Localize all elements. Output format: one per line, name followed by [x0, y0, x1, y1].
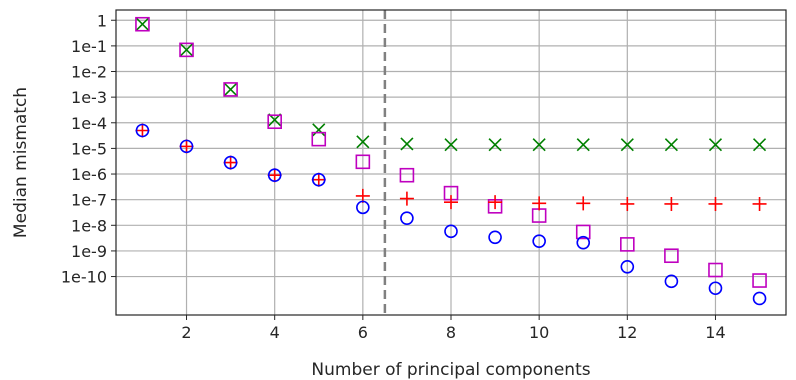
circle-marker — [576, 235, 591, 250]
plus-marker — [488, 195, 503, 210]
x-tick-label: 12 — [617, 323, 637, 342]
y-ticks: 1 1e-1 1e-2 1e-3 1e-4 1e-5 1e-6 1e-7 1e-8 1e-9 1e-… — [61, 11, 116, 287]
square-marker — [620, 237, 635, 252]
plus-marker — [664, 196, 679, 211]
x-marker — [356, 135, 370, 149]
y-tick-label: 1e-1 — [71, 37, 107, 56]
plus-marker — [532, 196, 547, 211]
plus-marker — [708, 196, 723, 211]
x-marker — [444, 138, 458, 152]
square-marker — [399, 167, 415, 183]
plus-marker — [135, 123, 150, 138]
circle-marker — [311, 172, 326, 187]
x-tick-label: 6 — [358, 323, 368, 342]
y-tick-label: 1e-4 — [71, 114, 107, 133]
square-marker — [311, 131, 327, 147]
y-tick-label: 1e-10 — [61, 268, 107, 287]
x-marker — [576, 138, 590, 152]
circle-marker — [267, 168, 282, 183]
circle-marker — [444, 224, 458, 239]
x-marker — [752, 138, 767, 152]
square-marker — [752, 273, 767, 288]
y-axis-label: Median mismatch — [11, 87, 31, 238]
x-tick-label: 2 — [181, 323, 191, 342]
y-tick-label: 1e-7 — [71, 191, 107, 210]
square-marker — [135, 16, 150, 32]
plus-marker — [752, 196, 767, 211]
circle-marker — [752, 291, 767, 306]
x-marker — [620, 138, 634, 152]
x-tick-label: 14 — [705, 323, 725, 342]
y-tick-label: 1e-3 — [71, 88, 107, 107]
data-marks — [135, 16, 767, 306]
plus-marker — [267, 168, 282, 183]
x-tick-label: 4 — [270, 323, 280, 342]
grid — [116, 10, 786, 315]
circle-marker — [532, 234, 546, 248]
square-marker — [708, 262, 723, 278]
x-marker — [708, 138, 723, 152]
y-tick-label: 1e-5 — [71, 139, 107, 158]
plus-marker — [223, 155, 238, 170]
x-ticks: 2 4 6 8 10 12 14 — [181, 315, 726, 342]
circle-marker — [223, 155, 238, 170]
circle-marker — [135, 123, 150, 138]
plus-marker — [576, 196, 591, 211]
circle-marker — [664, 274, 679, 289]
square-marker — [575, 224, 591, 240]
square-marker — [179, 42, 194, 58]
y-tick-label: 1 — [97, 11, 107, 30]
circle-marker — [708, 281, 723, 296]
x-marker — [312, 123, 326, 137]
circle-marker — [488, 230, 502, 245]
circle-marker — [179, 139, 194, 154]
y-tick-label: 1e-9 — [71, 242, 107, 261]
x-tick-label: 8 — [446, 323, 456, 342]
square-marker — [664, 248, 679, 264]
square-marker — [355, 154, 371, 170]
square-marker — [223, 82, 238, 97]
plus-marker — [179, 139, 194, 154]
square-marker — [267, 114, 282, 130]
x-tick-label: 10 — [529, 323, 549, 342]
plus-marker — [620, 196, 635, 211]
circle-marker — [356, 200, 370, 215]
plus-marker — [311, 172, 326, 187]
plus-marker — [444, 195, 458, 210]
x-marker — [532, 138, 546, 152]
y-tick-label: 1e-8 — [71, 216, 107, 235]
circle-marker — [400, 211, 414, 225]
x-axis-label: Number of principal components — [311, 360, 590, 380]
plus-marker — [399, 191, 414, 206]
x-marker — [400, 137, 414, 151]
x-marker — [135, 17, 150, 31]
y-tick-label: 1e-6 — [71, 165, 107, 184]
x-marker — [488, 138, 502, 152]
x-marker — [664, 138, 678, 152]
x-marker — [179, 43, 194, 57]
circle-marker — [620, 260, 635, 274]
y-tick-label: 1e-2 — [71, 63, 107, 82]
x-marker — [224, 82, 238, 96]
